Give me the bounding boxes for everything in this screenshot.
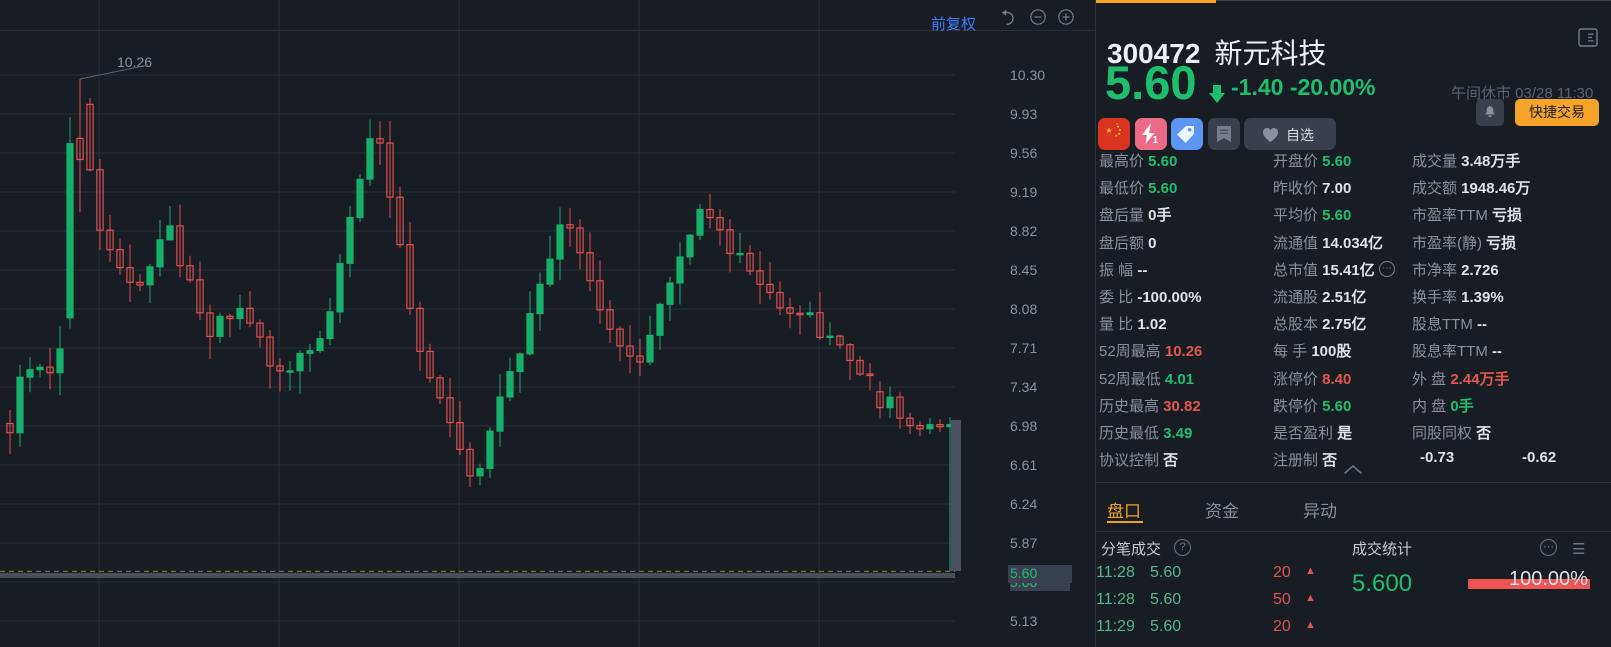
svg-text:1: 1 [1153, 135, 1159, 146]
